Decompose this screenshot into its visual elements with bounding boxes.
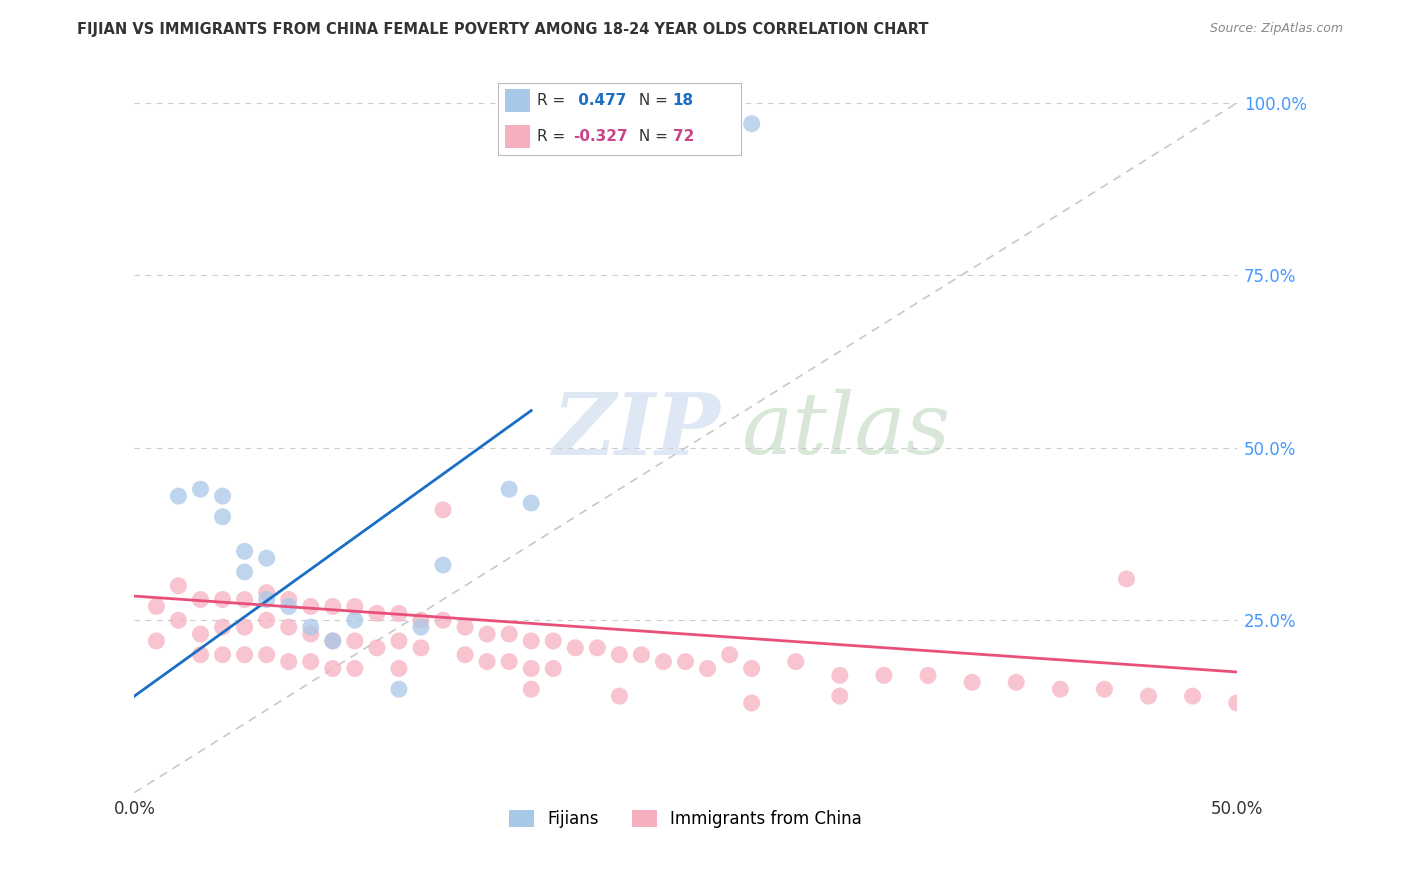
Point bbox=[609, 689, 631, 703]
Point bbox=[211, 489, 233, 503]
Point bbox=[167, 489, 190, 503]
Point bbox=[190, 648, 212, 662]
Point bbox=[167, 613, 190, 627]
Point bbox=[652, 655, 675, 669]
Point bbox=[630, 648, 652, 662]
Point bbox=[1226, 696, 1249, 710]
Point bbox=[233, 592, 256, 607]
Point bbox=[388, 607, 411, 621]
Point bbox=[828, 668, 851, 682]
Point bbox=[366, 640, 388, 655]
Point bbox=[741, 696, 763, 710]
Text: Source: ZipAtlas.com: Source: ZipAtlas.com bbox=[1209, 22, 1343, 36]
Point bbox=[299, 655, 322, 669]
Point bbox=[432, 503, 454, 517]
Point bbox=[520, 682, 543, 697]
Point bbox=[454, 620, 477, 634]
Point bbox=[233, 648, 256, 662]
Point bbox=[211, 648, 233, 662]
Point bbox=[388, 661, 411, 675]
Point bbox=[211, 592, 233, 607]
Point bbox=[541, 661, 564, 675]
Point bbox=[145, 634, 167, 648]
Point bbox=[475, 655, 498, 669]
Point bbox=[1005, 675, 1028, 690]
Text: FIJIAN VS IMMIGRANTS FROM CHINA FEMALE POVERTY AMONG 18-24 YEAR OLDS CORRELATION: FIJIAN VS IMMIGRANTS FROM CHINA FEMALE P… bbox=[77, 22, 929, 37]
Point bbox=[1181, 689, 1204, 703]
Point bbox=[541, 634, 564, 648]
Point bbox=[741, 117, 763, 131]
Point bbox=[741, 661, 763, 675]
Point bbox=[1049, 682, 1071, 697]
Point bbox=[1137, 689, 1160, 703]
Point bbox=[409, 613, 432, 627]
Point bbox=[718, 648, 741, 662]
Point bbox=[498, 482, 520, 496]
Point bbox=[322, 634, 344, 648]
Point bbox=[190, 592, 212, 607]
Point bbox=[233, 565, 256, 579]
Point bbox=[343, 634, 366, 648]
Legend: Fijians, Immigrants from China: Fijians, Immigrants from China bbox=[502, 804, 869, 835]
Point bbox=[256, 592, 278, 607]
Point bbox=[388, 682, 411, 697]
Point bbox=[475, 627, 498, 641]
Point bbox=[322, 634, 344, 648]
Point bbox=[498, 627, 520, 641]
Point bbox=[520, 661, 543, 675]
Point bbox=[609, 648, 631, 662]
Point bbox=[277, 592, 299, 607]
Text: atlas: atlas bbox=[741, 389, 950, 472]
Point bbox=[520, 496, 543, 510]
Point bbox=[256, 551, 278, 566]
Point bbox=[586, 640, 609, 655]
Point bbox=[1094, 682, 1116, 697]
Point bbox=[432, 558, 454, 572]
Point bbox=[277, 599, 299, 614]
Point bbox=[960, 675, 983, 690]
Point bbox=[233, 544, 256, 558]
Point bbox=[343, 599, 366, 614]
Point bbox=[696, 661, 718, 675]
Point bbox=[343, 661, 366, 675]
Point bbox=[564, 640, 586, 655]
Point bbox=[828, 689, 851, 703]
Point bbox=[299, 599, 322, 614]
Point bbox=[343, 613, 366, 627]
Point bbox=[299, 627, 322, 641]
Point bbox=[233, 620, 256, 634]
Point bbox=[256, 585, 278, 599]
Point bbox=[211, 509, 233, 524]
Point bbox=[167, 579, 190, 593]
Point bbox=[873, 668, 896, 682]
Point bbox=[498, 655, 520, 669]
Point bbox=[277, 620, 299, 634]
Point bbox=[388, 634, 411, 648]
Text: ZIP: ZIP bbox=[553, 389, 721, 473]
Point bbox=[145, 599, 167, 614]
Point bbox=[256, 648, 278, 662]
Point bbox=[432, 613, 454, 627]
Point bbox=[366, 607, 388, 621]
Point bbox=[917, 668, 939, 682]
Point bbox=[1115, 572, 1137, 586]
Point bbox=[256, 613, 278, 627]
Point bbox=[277, 655, 299, 669]
Point bbox=[520, 634, 543, 648]
Point bbox=[785, 655, 807, 669]
Point bbox=[409, 640, 432, 655]
Point bbox=[299, 620, 322, 634]
Point bbox=[322, 599, 344, 614]
Point bbox=[190, 627, 212, 641]
Point bbox=[190, 482, 212, 496]
Point bbox=[675, 655, 697, 669]
Point bbox=[322, 661, 344, 675]
Point bbox=[454, 648, 477, 662]
Point bbox=[211, 620, 233, 634]
Point bbox=[409, 620, 432, 634]
